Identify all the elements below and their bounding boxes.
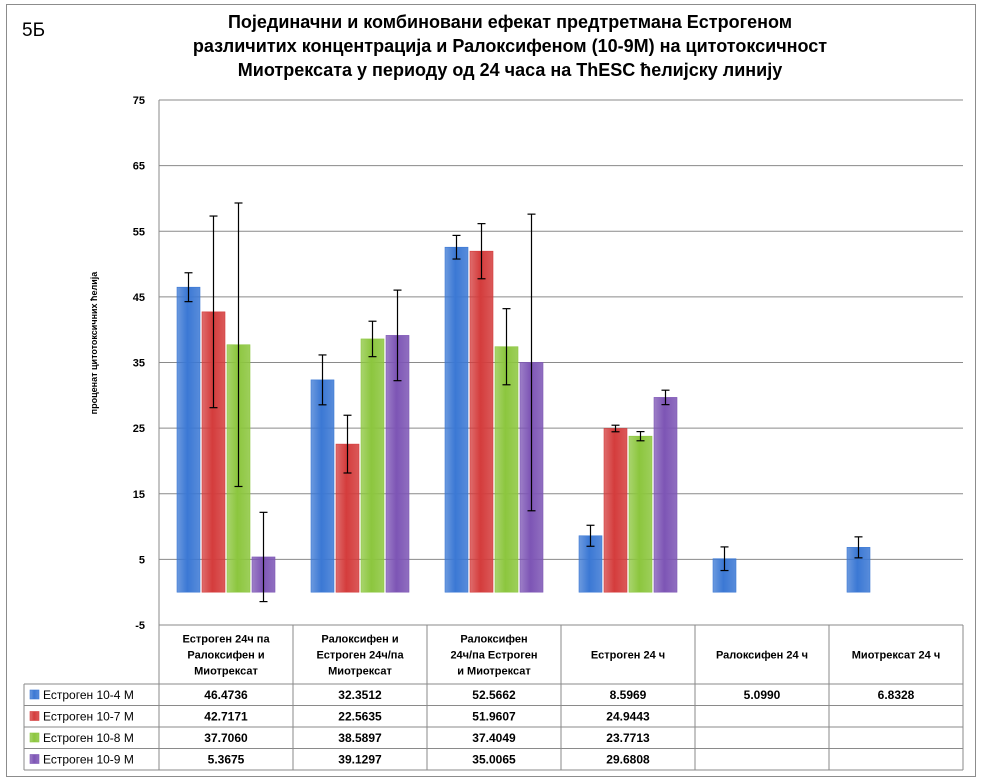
category-label: Ралоксифен и [187,650,264,662]
table-cell-value: 29.6808 [606,753,650,767]
table-cell-value: 37.7060 [204,731,248,745]
bar [360,338,385,593]
legend-label: Естроген 10-8 М [43,731,134,745]
category-label: Ралоксифен [460,634,527,646]
category-label: Ралоксифен и [321,634,398,646]
legend-swatch [29,689,40,700]
chart-title: Појединачни и комбиновани ефекат предтре… [150,10,870,82]
y-axis-ticks: -5 5 15 25 35 45 55 65 75 проценат цитотоксичних … [89,95,145,632]
legend-label: Естроген 10-9 М [43,753,134,767]
panel-label: 5Б [22,20,46,41]
bar [176,286,201,593]
legend-label: Естроген 10-7 М [43,710,134,724]
category-label: Естроген 24ч/па [316,650,404,662]
chart-title-line-3: Миотрексата у периоду од 24 часа на ThES… [237,60,783,80]
bars [176,246,871,593]
category-label: Миотрексат [194,666,258,678]
table-cell-value: 46.4736 [204,688,248,702]
gridlines [158,99,963,626]
table-cell-value: 52.5662 [472,688,516,702]
y-tick-label: -5 [135,620,145,632]
bar [653,397,678,593]
category-label: и Миотрексат [457,666,531,678]
y-axis-label: проценат цитотоксичних ћелија [89,271,99,415]
error-bars [184,202,863,603]
category-label: Миотрексат [328,666,392,678]
table-cell-value: 38.5897 [338,731,382,745]
table-cell-value: 5.3675 [208,753,245,767]
y-tick-label: 65 [133,161,145,173]
y-tick-label: 25 [133,423,145,435]
bar [603,428,628,593]
chart-title-line-2: различитих концентрација и Ралоксифеном … [192,36,828,56]
category-label: Ралоксифен 24 ч [716,650,808,662]
bar [310,379,335,593]
table-cell-value: 24.9443 [606,710,650,724]
table-cell-value: 6.8328 [878,688,915,702]
table-cell-value: 51.9607 [472,710,516,724]
y-tick-label: 15 [133,489,145,501]
legend-swatch [29,711,40,721]
table-cell-value: 22.5635 [338,710,382,724]
y-tick-label: 35 [133,358,145,370]
table-cell-value: 32.3512 [338,688,382,702]
table-cell-value: 8.5969 [610,688,647,702]
legend-swatch [29,754,40,764]
table-cell-value: 35.0065 [472,753,516,767]
y-tick-label: 5 [139,554,145,566]
table-cell-value: 42.7171 [204,710,248,724]
category-label: Миотрексат 24 ч [852,650,940,662]
category-label: Естроген 24 ч [591,650,665,662]
chart-title-line-1: Појединачни и комбиновани ефекат предтре… [227,12,793,32]
data-table: Естроген 24ч па Ралоксифен и Миотрексат Рал… [23,625,964,771]
table-cell-value: 5.0990 [744,688,781,702]
y-tick-label: 55 [133,226,145,238]
y-tick-label: 45 [133,292,145,304]
category-label: 24ч/па Естроген [450,650,537,662]
bar [469,250,494,593]
y-tick-label: 75 [133,95,145,107]
table-cell-value: 37.4049 [472,731,516,745]
category-label: Естроген 24ч па [182,634,270,646]
table-cell-value: 23.7713 [606,731,650,745]
table-cell-value: 39.1297 [338,753,382,767]
legend-swatch [29,732,40,743]
legend-label: Естроген 10-4 М [43,688,134,702]
bar [444,246,469,593]
bar [628,435,653,593]
